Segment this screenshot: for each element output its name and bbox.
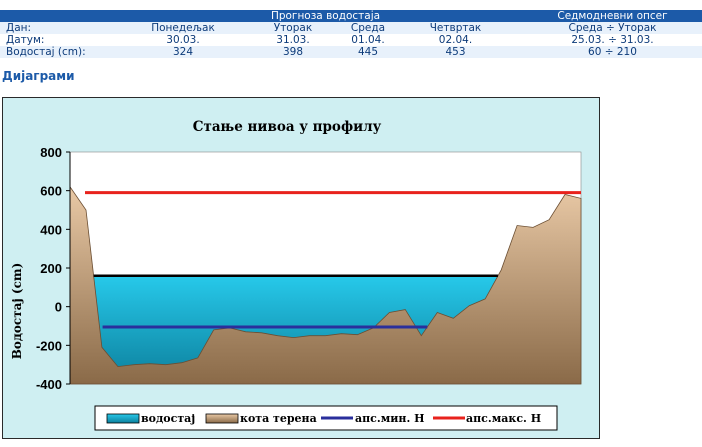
forecast-level-row: Водостај (cm): 324 398 445 453 60 ÷ 210	[0, 46, 702, 58]
terrain-area	[69, 185, 582, 385]
y-tick-label: 400	[40, 222, 62, 237]
day-cell: Уторак	[238, 22, 348, 34]
legend-swatch	[205, 413, 239, 424]
level-cell: 324	[128, 46, 238, 58]
y-tick-label: 0	[55, 300, 62, 315]
level-cell: 445	[348, 46, 388, 58]
date-cell: 01.04.	[348, 34, 388, 46]
date-cell: 02.04.	[388, 34, 523, 46]
row-label-day: Дан:	[0, 22, 128, 34]
y-tick-label: -400	[36, 377, 62, 392]
forecast-day-row: Дан: Понедељак Уторак Среда Четвртак Сре…	[0, 22, 702, 34]
profile-chart: Стање нивоа у профилу Водостај (cm) -400…	[10, 119, 582, 431]
y-tick-label: 200	[40, 261, 62, 276]
weekly-title: Седмодневни опсег	[523, 10, 702, 22]
legend-label: апс.макс. Н	[466, 412, 541, 425]
y-tick-label: 800	[40, 145, 62, 160]
y-axis-label: Водостај (cm)	[10, 263, 24, 360]
legend-label: апс.мин. Н	[355, 412, 425, 425]
weekly-date-cell: 25.03. ÷ 31.03.	[523, 34, 702, 46]
forecast-title: Прогноза водостаја	[128, 10, 523, 22]
row-label-level: Водостај (cm):	[0, 46, 128, 58]
level-cell: 398	[238, 46, 348, 58]
date-cell: 31.03.	[238, 34, 348, 46]
y-axis: -400 -200 0 200 400 600 800	[36, 145, 71, 392]
forecast-date-row: Датум: 30.03. 31.03. 01.04. 02.04. 25.03…	[0, 34, 702, 46]
legend-label: кота терена	[240, 412, 317, 425]
forecast-header-row: Прогноза водостаја Седмодневни опсег	[0, 10, 702, 22]
legend-label: водостај	[141, 412, 195, 425]
date-cell: 30.03.	[128, 34, 238, 46]
level-cell: 453	[388, 46, 523, 58]
row-label-date: Датум:	[0, 34, 128, 46]
forecast-table: Прогноза водостаја Седмодневни опсег Дан…	[0, 10, 702, 58]
day-cell: Понедељак	[128, 22, 238, 34]
legend-swatch	[106, 413, 140, 424]
weekly-level-cell: 60 ÷ 210	[523, 46, 702, 58]
plot-area	[69, 151, 582, 385]
y-tick-label: 600	[40, 184, 62, 199]
weekly-day-cell: Среда ÷ Уторак	[523, 22, 702, 34]
chart-title: Стање нивоа у профилу	[193, 119, 382, 135]
day-cell: Четвртак	[388, 22, 523, 34]
section-title: Дијаграми	[2, 69, 75, 83]
chart-frame: Стање нивоа у профилу Водостај (cm) -400…	[2, 97, 600, 439]
y-tick-label: -200	[36, 338, 62, 353]
day-cell: Среда	[348, 22, 388, 34]
legend: водостај кота терена апс.мин. Н апс.макс. Н	[94, 405, 558, 431]
